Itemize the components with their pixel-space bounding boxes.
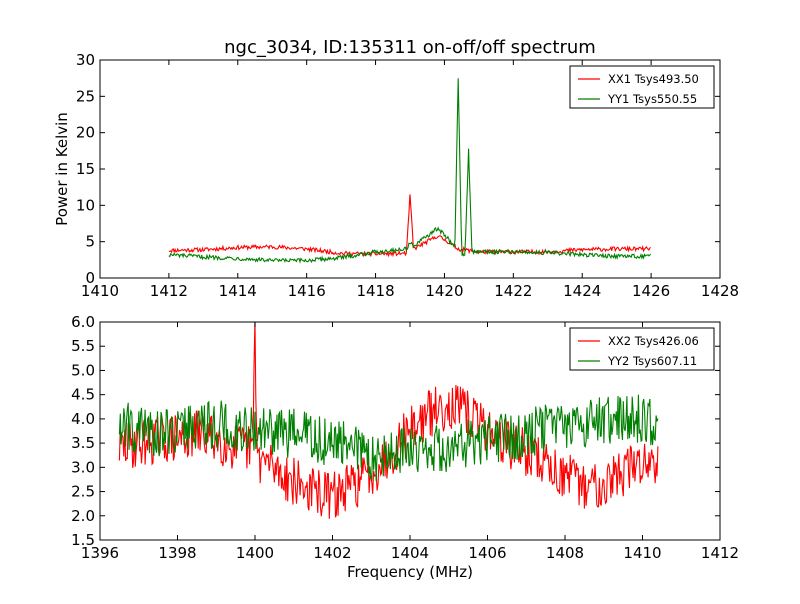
legend-label-2: YY2 Tsys607.11	[607, 354, 697, 368]
chart-title: ngc_3034, ID:135311 on-off/off spectrum	[224, 37, 596, 58]
legend: XX2 Tsys426.06 YY2 Tsys607.11	[569, 327, 715, 371]
x-tick-label: 1410	[81, 282, 119, 300]
x-tick-label: 1396	[81, 544, 119, 562]
x-tick-label: 1404	[391, 544, 429, 562]
x-tick-label: 1400	[236, 544, 274, 562]
y-tick-label: 5	[85, 233, 95, 251]
x-tick-label: 1428	[701, 282, 739, 300]
y-tick-label: 3.0	[71, 458, 95, 476]
x-tick-label: 1418	[356, 282, 394, 300]
y-tick-label: 6.0	[71, 313, 95, 331]
legend-label-2: YY1 Tsys550.55	[607, 92, 697, 106]
y-axis-label: Power in Kelvin	[53, 112, 71, 226]
legend-label-1: XX2 Tsys426.06	[608, 334, 699, 348]
x-tick-label: 1408	[546, 544, 584, 562]
y-tick-label: 3.5	[71, 434, 95, 452]
y-tick-label: 5.5	[71, 337, 95, 355]
top-panel: 1410 1412 1414 1416 1418 1420 1422 1424 1426 1428…	[53, 51, 739, 300]
y-tick-label: 20	[76, 124, 95, 142]
plot-area	[168, 78, 652, 264]
y-tick-label: 2.5	[71, 483, 95, 501]
y-tick-label: 4.0	[71, 410, 95, 428]
y-tick-label: 1.5	[71, 531, 95, 549]
legend-box	[569, 327, 715, 371]
y-tick-label: 0	[85, 269, 95, 287]
y-tick-label: 10	[76, 196, 95, 214]
x-tick-label: 1422	[494, 282, 532, 300]
y-tick-label: 25	[76, 87, 95, 105]
x-tick-label: 1426	[632, 282, 670, 300]
y-tick-label: 15	[76, 160, 95, 178]
x-tick-label: 1410	[623, 544, 661, 562]
plot-area	[118, 322, 659, 519]
series-line-1	[168, 194, 651, 258]
y-tick-label: 30	[76, 51, 95, 69]
x-axis-label: Frequency (MHz)	[347, 563, 473, 581]
y-tick-label: 2.0	[71, 507, 95, 525]
series-line-2	[168, 78, 652, 264]
x-tick-label: 1416	[288, 282, 326, 300]
x-tick-label: 1420	[425, 282, 463, 300]
bottom-panel: 1396 1398 1400 1402 1404 1406 1408 1410 1412 1.5 2…	[71, 313, 739, 581]
x-tick-label: 1412	[701, 544, 739, 562]
x-tick-label: 1414	[219, 282, 257, 300]
y-tick-label: 4.5	[71, 386, 95, 404]
x-tick-label: 1406	[468, 544, 506, 562]
series-line-2	[118, 394, 659, 482]
x-tick-label: 1412	[150, 282, 188, 300]
legend-label-1: XX1 Tsys493.50	[608, 72, 699, 86]
x-tick-label: 1398	[158, 544, 196, 562]
x-tick-label: 1402	[313, 544, 351, 562]
x-tick-label: 1424	[563, 282, 601, 300]
legend: XX1 Tsys493.50 YY1 Tsys550.55	[569, 65, 715, 109]
legend-box	[569, 65, 715, 109]
y-tick-label: 5.0	[71, 361, 95, 379]
